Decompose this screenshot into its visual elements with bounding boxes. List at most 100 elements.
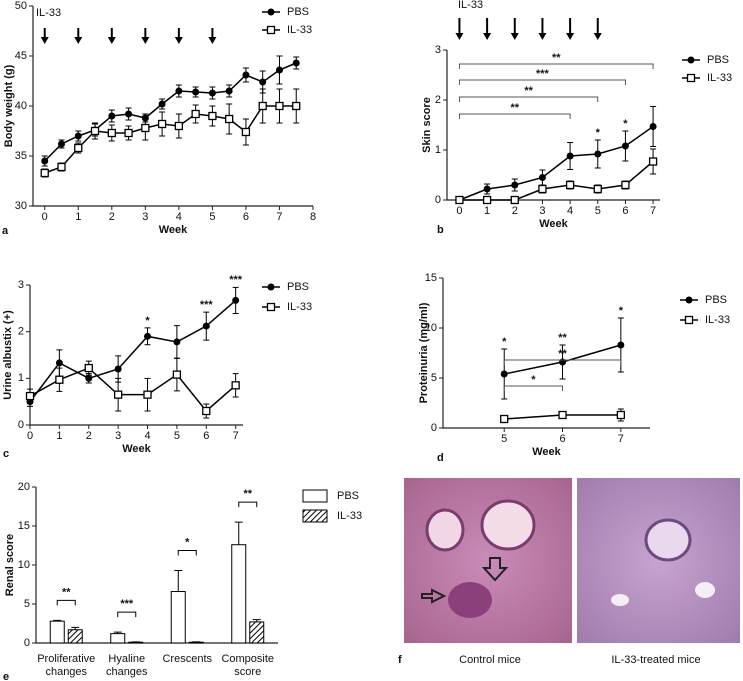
data-point (510, 195, 519, 205)
infiltrate (448, 582, 492, 618)
data-point (648, 157, 658, 166)
arrow-head (483, 33, 492, 40)
data-point (108, 112, 116, 120)
legend-label: PBS (707, 54, 729, 66)
significance-star: * (502, 336, 507, 348)
arrow-head (538, 33, 547, 40)
y-tick-label: 50 (15, 0, 27, 12)
significance-star: ** (558, 332, 567, 344)
x-axis-title: Week (159, 224, 188, 236)
data-point (74, 132, 82, 140)
x-tick-label: 7 (276, 211, 282, 223)
significance-star: *** (229, 274, 243, 286)
data-point (225, 114, 234, 124)
x-tick-label: 4 (144, 430, 150, 442)
data-point (55, 375, 64, 384)
y-axis-title: Body weight (g) (3, 64, 15, 147)
data-point (113, 390, 123, 399)
axis-line (442, 278, 650, 429)
data-point (593, 184, 602, 194)
y-tick-label: 2 (435, 94, 441, 106)
data-point (192, 88, 200, 96)
data-point (114, 365, 122, 373)
data-point (143, 390, 152, 399)
data-point (191, 109, 200, 119)
arrow-head (174, 37, 183, 44)
legend-marker (684, 315, 694, 325)
data-point (292, 101, 301, 111)
y-tick-label: 45 (15, 50, 27, 62)
data-point (621, 180, 630, 190)
data-point (538, 174, 546, 181)
bar (67, 629, 83, 644)
x-tick-label: 5 (174, 430, 180, 442)
panel-label: d (437, 452, 444, 464)
y-tick-label: 3 (18, 279, 24, 291)
bracket-label: * (185, 536, 190, 548)
x-tick-label: 7 (618, 433, 624, 445)
glomerulus (644, 518, 692, 562)
lumen (611, 594, 629, 606)
arrow-head (510, 33, 519, 40)
arrow-head (566, 33, 575, 40)
bracket-label: ** (510, 102, 519, 114)
data-point (621, 142, 629, 150)
data-point (242, 71, 250, 79)
arrow-head (40, 37, 49, 44)
series-line (459, 125, 654, 201)
significance-star: * (623, 118, 628, 130)
data-point (157, 119, 167, 129)
legend-marker (686, 73, 696, 83)
x-tick-label: 1 (56, 430, 62, 442)
legend-swatch (302, 509, 328, 523)
data-point (90, 126, 100, 136)
panel-label: e (3, 671, 9, 681)
data-point (208, 89, 216, 97)
panel-label: f (398, 654, 402, 666)
y-tick-label: 20 (18, 481, 30, 493)
data-point (617, 341, 625, 349)
x-tick-label: 7 (650, 205, 656, 217)
legend-label: IL-33 (287, 24, 312, 36)
x-tick-label: 6 (622, 205, 628, 217)
y-axis-title: Proteinuria (mg/ml) (418, 302, 430, 403)
data-point (158, 100, 166, 108)
panel-label: c (3, 448, 9, 460)
x-tick-label: Proliferative changes (37, 653, 95, 678)
x-tick-label: 0 (456, 205, 462, 217)
y-tick-label: 1 (18, 372, 24, 384)
bracket-label: ** (243, 488, 252, 500)
data-point (482, 195, 492, 205)
x-tick-label: 0 (27, 430, 33, 442)
data-point (558, 410, 567, 420)
x-tick-label: Hyaline changes (106, 653, 148, 678)
arrow-head (107, 37, 116, 44)
series-line (44, 62, 297, 162)
legend-label: IL-33 (707, 72, 732, 84)
y-tick-label: 1 (435, 144, 441, 156)
y-tick-label: 15 (425, 272, 437, 284)
data-point (41, 157, 49, 165)
annotation: IL-33 (458, 0, 483, 11)
x-axis-title: Week (122, 443, 151, 455)
y-tick-label: 0 (431, 422, 437, 434)
significance-bracket (503, 385, 564, 391)
bar (170, 591, 186, 644)
data-point (55, 359, 63, 367)
arrow-head (208, 37, 217, 44)
bracket-label: ** (558, 348, 567, 360)
significance-star: *** (200, 299, 214, 311)
y-axis-title: Renal score (4, 534, 16, 596)
x-tick-label: 4 (567, 205, 573, 217)
caption: IL-33-treated mice (611, 654, 700, 666)
data-point (84, 363, 93, 373)
x-tick-label: 5 (501, 433, 507, 445)
significance-star: * (596, 127, 601, 139)
x-tick-label: 2 (86, 430, 92, 442)
x-tick-label: 8 (310, 211, 316, 223)
data-point (455, 195, 464, 205)
data-point (649, 123, 657, 130)
series-line (44, 105, 297, 174)
arrow-head (593, 33, 602, 40)
data-point (74, 143, 83, 153)
